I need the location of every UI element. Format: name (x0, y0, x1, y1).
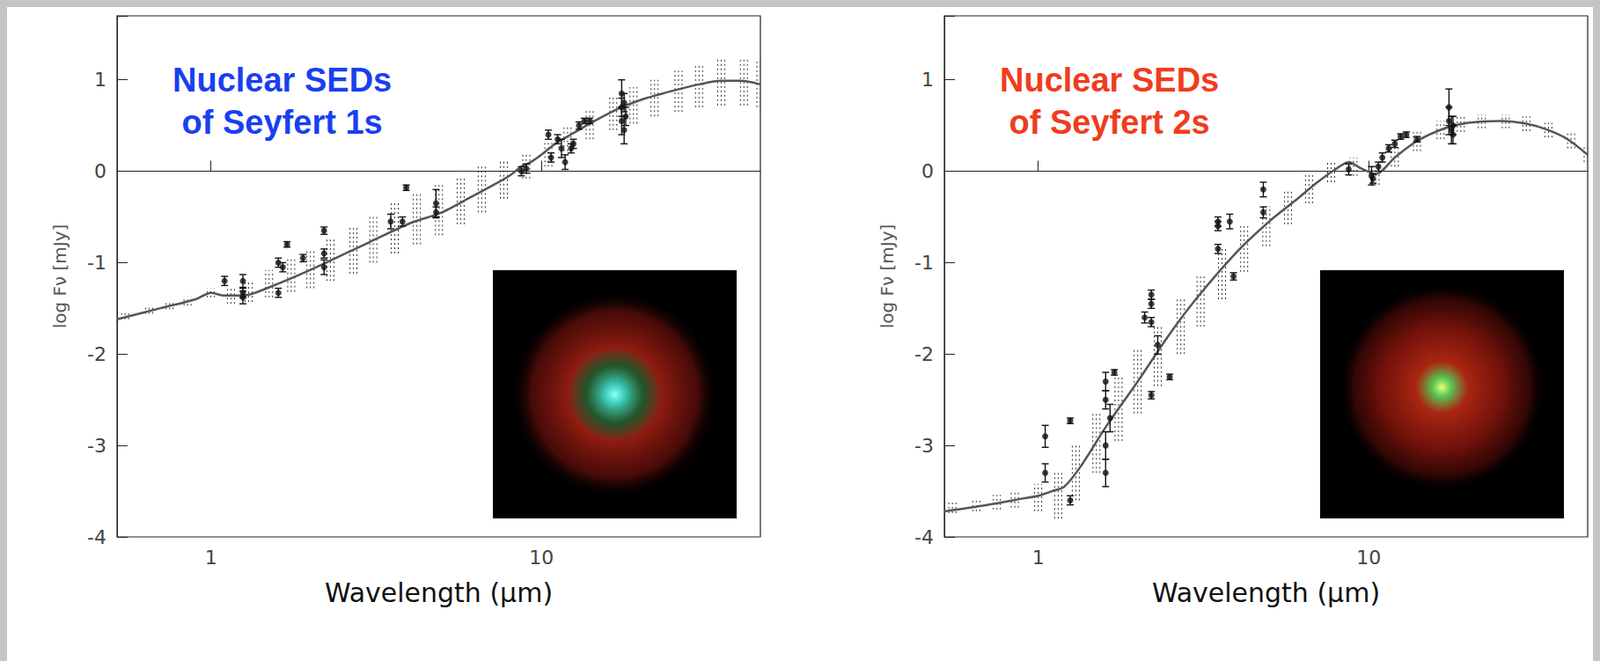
svg-text:of Seyfert 1s: of Seyfert 1s (172, 103, 383, 141)
svg-text:0: 0 (921, 160, 934, 183)
svg-text:10: 10 (528, 546, 554, 569)
svg-text:-4: -4 (914, 526, 934, 549)
svg-text:Wavelength (μm): Wavelength (μm) (1152, 577, 1380, 609)
svg-text:1: 1 (1032, 546, 1045, 569)
svg-text:-2: -2 (87, 343, 107, 366)
svg-text:10: 10 (1356, 546, 1381, 569)
svg-text:-2: -2 (914, 343, 934, 366)
svg-text:Wavelength (μm): Wavelength (μm) (324, 577, 553, 609)
svg-text:-4: -4 (87, 526, 107, 549)
svg-text:-1: -1 (914, 251, 934, 274)
svg-text:log Fν [mJy]: log Fν [mJy] (49, 224, 71, 330)
svg-text:0: 0 (94, 160, 107, 183)
svg-text:1: 1 (921, 68, 934, 91)
svg-text:Nuclear SEDs: Nuclear SEDs (172, 61, 392, 99)
svg-text:1: 1 (94, 68, 107, 91)
svg-text:log Fν [mJy]: log Fν [mJy] (876, 224, 898, 330)
svg-text:-1: -1 (87, 251, 107, 274)
svg-text:of Seyfert 2s: of Seyfert 2s (999, 103, 1211, 141)
svg-text:1: 1 (205, 546, 218, 569)
svg-text:-3: -3 (87, 434, 107, 457)
svg-text:Nuclear SEDs: Nuclear SEDs (999, 61, 1219, 99)
svg-text:-3: -3 (914, 434, 934, 457)
